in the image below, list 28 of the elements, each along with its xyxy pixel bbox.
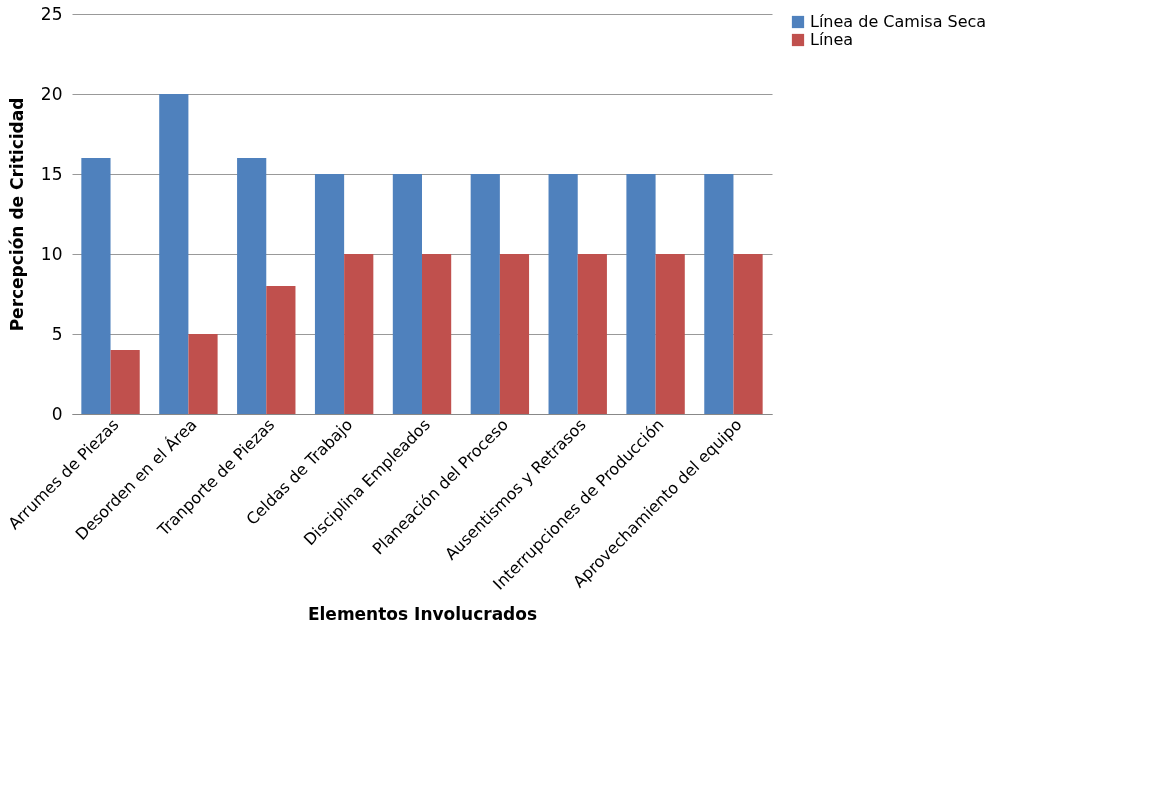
legend-label: Línea de Camisa Seca bbox=[810, 12, 987, 31]
y-tick-label: 5 bbox=[51, 323, 63, 344]
y-tick-label: 0 bbox=[51, 403, 63, 424]
y-tick-label: 10 bbox=[40, 243, 63, 264]
y-tick-label: 15 bbox=[40, 163, 63, 184]
bar bbox=[392, 174, 422, 414]
bar bbox=[655, 254, 685, 414]
bar bbox=[188, 334, 218, 414]
bar bbox=[626, 174, 656, 414]
bar bbox=[577, 254, 607, 414]
legend-label: Línea bbox=[810, 30, 854, 49]
bar bbox=[470, 174, 500, 414]
bar bbox=[548, 174, 578, 414]
bar bbox=[314, 174, 345, 414]
x-axis-title: Elementos Involucrados bbox=[307, 603, 538, 624]
bar bbox=[110, 350, 140, 414]
bar bbox=[344, 254, 374, 414]
y-tick-label: 25 bbox=[40, 3, 63, 24]
bar bbox=[422, 254, 452, 414]
bar bbox=[704, 174, 734, 414]
y-axis-title: Percepción de Criticidad bbox=[6, 97, 27, 332]
bar bbox=[499, 254, 530, 414]
bar bbox=[237, 158, 267, 414]
bar bbox=[266, 286, 296, 414]
y-tick-label: 20 bbox=[40, 83, 63, 104]
bar bbox=[159, 94, 189, 414]
bar bbox=[81, 158, 111, 414]
bar bbox=[733, 254, 763, 414]
